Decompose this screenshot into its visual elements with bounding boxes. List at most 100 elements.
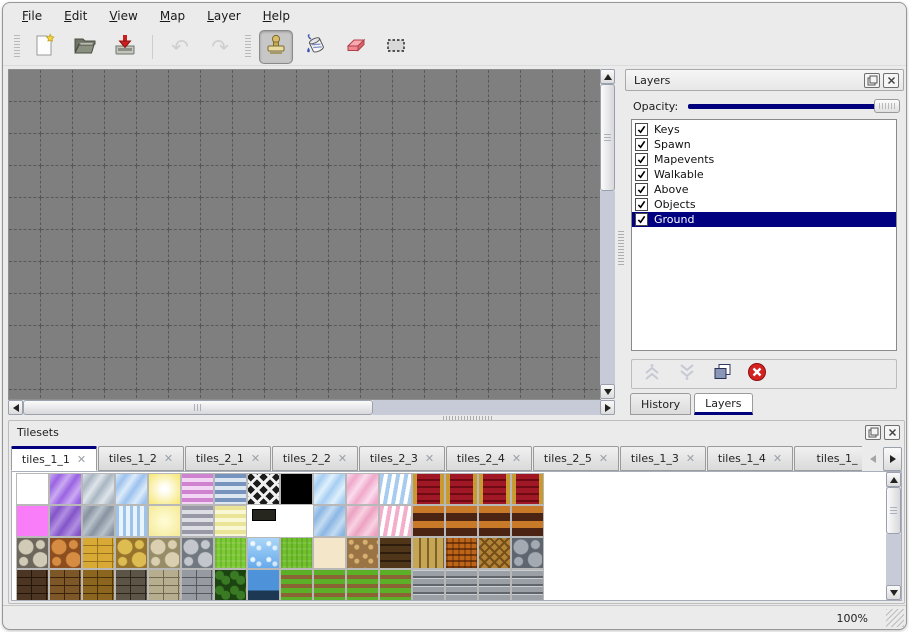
scrollbar-track[interactable] bbox=[886, 534, 901, 585]
scroll-up-button[interactable] bbox=[886, 472, 901, 487]
palette-tile-0-7[interactable] bbox=[248, 474, 279, 504]
palette-tile-1-7[interactable] bbox=[248, 506, 279, 536]
palette-tile-2-13[interactable] bbox=[446, 538, 477, 568]
menu-map[interactable]: Map bbox=[159, 9, 186, 23]
palette-tile-0-9[interactable] bbox=[314, 474, 345, 504]
layer-visibility-checkbox[interactable] bbox=[635, 168, 648, 181]
palette-tile-2-0[interactable] bbox=[17, 538, 48, 568]
tileset-tab-tiles_1_3[interactable]: tiles_1_3 ✕ bbox=[620, 446, 706, 471]
palette-tile-1-9[interactable] bbox=[314, 506, 345, 536]
tab-close-icon[interactable]: ✕ bbox=[76, 453, 87, 466]
palette-tile-2-10[interactable] bbox=[347, 538, 378, 568]
palette-tile-1-1[interactable] bbox=[50, 506, 81, 536]
palette-tile-0-10[interactable] bbox=[347, 474, 378, 504]
scroll-right-button[interactable] bbox=[600, 400, 615, 415]
stamp-tool-button[interactable] bbox=[259, 30, 293, 64]
palette-tile-2-7[interactable] bbox=[248, 538, 279, 568]
tileset-tab-tiles_2_2[interactable]: tiles_2_2 ✕ bbox=[272, 446, 358, 471]
layer-row-keys[interactable]: Keys bbox=[632, 122, 896, 137]
tab-close-icon[interactable]: ✕ bbox=[337, 452, 348, 465]
dock-tab-history[interactable]: History bbox=[630, 393, 692, 415]
float-panel-button[interactable] bbox=[865, 424, 881, 440]
layer-row-above[interactable]: Above bbox=[632, 182, 896, 197]
palette-tile-2-9[interactable] bbox=[314, 538, 345, 568]
select-tool-button[interactable] bbox=[379, 30, 413, 64]
tileset-tab-tiles_1_2[interactable]: tiles_1_2 ✕ bbox=[98, 446, 184, 471]
tileset-tab-tiles_1[interactable]: tiles_1_ bbox=[794, 446, 862, 471]
tileset-tab-tiles_2_3[interactable]: tiles_2_3 ✕ bbox=[359, 446, 445, 471]
eraser-tool-button[interactable] bbox=[339, 30, 373, 64]
horizontal-splitter[interactable] bbox=[443, 416, 493, 420]
palette-tile-2-8[interactable] bbox=[281, 538, 312, 568]
menu-layer[interactable]: Layer bbox=[207, 9, 241, 23]
layer-visibility-checkbox[interactable] bbox=[635, 198, 648, 211]
palette-tile-2-6[interactable] bbox=[215, 538, 246, 568]
palette-tile-0-8[interactable] bbox=[281, 474, 312, 504]
palette-tile-1-14[interactable] bbox=[479, 506, 510, 536]
tileset-tab-tiles_1_4[interactable]: tiles_1_4 ✕ bbox=[707, 446, 793, 471]
layer-visibility-checkbox[interactable] bbox=[635, 153, 648, 166]
palette-tile-0-11[interactable] bbox=[380, 474, 411, 504]
tab-close-icon[interactable]: ✕ bbox=[598, 452, 609, 465]
scroll-down-button[interactable] bbox=[600, 384, 615, 399]
palette-tile-1-6[interactable] bbox=[215, 506, 246, 536]
layer-row-objects[interactable]: Objects bbox=[632, 197, 896, 212]
palette-tile-3-10[interactable] bbox=[347, 570, 378, 600]
palette-tile-3-6[interactable] bbox=[215, 570, 246, 600]
duplicate-layer-button[interactable] bbox=[710, 362, 734, 386]
palette-tile-0-4[interactable] bbox=[149, 474, 180, 504]
tab-close-icon[interactable]: ✕ bbox=[772, 452, 783, 465]
fill-tool-button[interactable] bbox=[299, 30, 333, 64]
tab-scroll-left-button[interactable] bbox=[863, 447, 882, 471]
menu-edit[interactable]: Edit bbox=[64, 9, 88, 23]
palette-tile-2-15[interactable] bbox=[512, 538, 543, 568]
menu-help[interactable]: Help bbox=[262, 9, 291, 23]
tab-close-icon[interactable]: ✕ bbox=[163, 452, 174, 465]
tileset-tab-tiles_2_5[interactable]: tiles_2_5 ✕ bbox=[533, 446, 619, 471]
menu-view[interactable]: View bbox=[109, 9, 138, 23]
opacity-slider[interactable] bbox=[688, 98, 900, 114]
close-panel-button[interactable] bbox=[883, 72, 899, 88]
palette-tile-2-11[interactable] bbox=[380, 538, 411, 568]
palette-tile-1-2[interactable] bbox=[83, 506, 114, 536]
palette-tile-0-13[interactable] bbox=[446, 474, 477, 504]
palette-tile-3-14[interactable] bbox=[479, 570, 510, 600]
scrollbar-thumb[interactable] bbox=[23, 400, 373, 415]
float-panel-button[interactable] bbox=[864, 72, 880, 88]
scrollbar-thumb[interactable] bbox=[600, 84, 615, 191]
map-canvas[interactable] bbox=[8, 69, 601, 400]
palette-tile-1-10[interactable] bbox=[347, 506, 378, 536]
palette-tile-3-9[interactable] bbox=[314, 570, 345, 600]
palette-tile-2-3[interactable] bbox=[116, 538, 147, 568]
tileset-tab-tiles_2_4[interactable]: tiles_2_4 ✕ bbox=[446, 446, 532, 471]
palette-tile-1-4[interactable] bbox=[149, 506, 180, 536]
palette-tile-3-13[interactable] bbox=[446, 570, 477, 600]
palette-tile-3-3[interactable] bbox=[116, 570, 147, 600]
palette-tile-0-2[interactable] bbox=[83, 474, 114, 504]
palette-tile-0-1[interactable] bbox=[50, 474, 81, 504]
move-layer-down-button[interactable] bbox=[675, 362, 699, 386]
tileset-tab-tiles_1_1[interactable]: tiles_1_1 ✕ bbox=[11, 446, 97, 471]
close-panel-button[interactable] bbox=[884, 424, 900, 440]
palette-tile-3-2[interactable] bbox=[83, 570, 114, 600]
layer-visibility-checkbox[interactable] bbox=[635, 183, 648, 196]
dock-tab-layers[interactable]: Layers bbox=[694, 393, 753, 415]
palette-tile-0-5[interactable] bbox=[182, 474, 213, 504]
canvas-vertical-scrollbar[interactable] bbox=[600, 69, 615, 399]
delete-layer-button[interactable] bbox=[745, 362, 769, 386]
layer-row-walkable[interactable]: Walkable bbox=[632, 167, 896, 182]
menu-file[interactable]: File bbox=[22, 9, 43, 23]
layer-visibility-checkbox[interactable] bbox=[635, 213, 648, 226]
palette-tile-3-12[interactable] bbox=[413, 570, 444, 600]
palette-vertical-scrollbar[interactable] bbox=[886, 472, 901, 600]
palette-tile-0-14[interactable] bbox=[479, 474, 510, 504]
scrollbar-track[interactable] bbox=[600, 191, 615, 384]
palette-tile-1-11[interactable] bbox=[380, 506, 411, 536]
window-resize-grip[interactable] bbox=[886, 609, 904, 627]
palette-tile-1-15[interactable] bbox=[512, 506, 543, 536]
vertical-splitter[interactable] bbox=[618, 231, 624, 267]
undo-button[interactable]: ↶ bbox=[163, 30, 197, 64]
tab-close-icon[interactable]: ✕ bbox=[424, 452, 435, 465]
tab-close-icon[interactable]: ✕ bbox=[511, 452, 522, 465]
move-layer-up-button[interactable] bbox=[640, 362, 664, 386]
